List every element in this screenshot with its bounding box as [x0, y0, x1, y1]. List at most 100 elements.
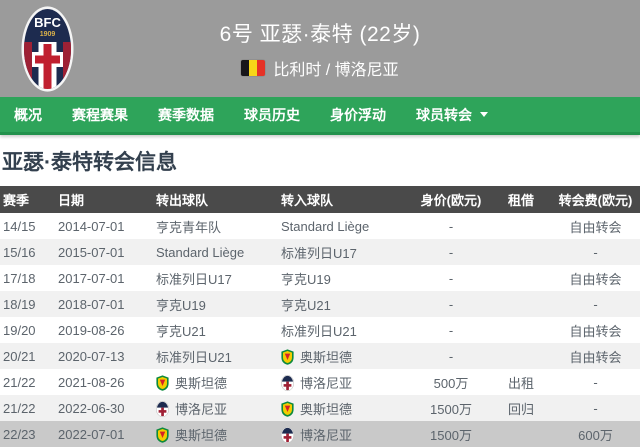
- loan-cell: [491, 343, 551, 369]
- season-cell: 14/15: [3, 218, 36, 234]
- player-title: 6号 亚瑟·泰特 (22岁): [219, 22, 421, 46]
- column-header-to-team: 转入球队: [261, 186, 411, 213]
- nav-item-label: 球员转会: [416, 106, 472, 123]
- market-value-cell: -: [448, 218, 454, 234]
- table-row: 17/18 2017-07-01 标准列日U17 亨克U19 - 自由转会: [0, 265, 640, 291]
- table-row: 21/22 2022-06-30 博洛尼亚 奥斯坦德 1500万 回归 -: [0, 395, 640, 421]
- fee-cell: -: [593, 400, 598, 416]
- season-cell: 20/21: [3, 348, 36, 364]
- bologna-crest-icon: [281, 375, 294, 391]
- nav-item-overview[interactable]: 概况: [14, 105, 42, 125]
- fee-cell: 自由转会: [569, 219, 622, 235]
- table-row: 18/19 2018-07-01 亨克U19 亨克U21 - -: [0, 291, 640, 317]
- main-nav: 概况 赛程赛果 赛季数据 球员历史 身价浮动 球员转会: [0, 97, 640, 135]
- team-name: 博洛尼亚: [300, 375, 353, 391]
- from-team-cell: 亨克青年队: [156, 219, 222, 235]
- to-team-cell: 标准列日U21: [281, 323, 357, 339]
- fee-cell: 600万: [578, 427, 613, 443]
- season-cell: 18/19: [3, 296, 36, 312]
- nav-item-player-history[interactable]: 球员历史: [244, 105, 300, 125]
- to-team-cell: 标准列日U17: [281, 245, 357, 261]
- season-cell: 21/22: [3, 374, 36, 390]
- nav-item-label: 赛程赛果: [72, 106, 128, 123]
- market-value-cell: -: [448, 322, 454, 338]
- svg-text:BFC: BFC: [34, 15, 61, 30]
- to-team-cell: 亨克U21: [281, 297, 331, 313]
- to-team-cell: 奥斯坦德: [261, 343, 411, 369]
- table-header: 赛季 日期 转出球队 转入球队 身价(欧元) 租借 转会费(欧元): [0, 186, 640, 213]
- player-header: BFC 1909 6号 亚瑟·泰特 (22岁) 比利时 / 博洛尼亚: [0, 0, 640, 97]
- date-cell: 2017-07-01: [58, 270, 125, 286]
- market-value-cell: -: [448, 296, 454, 312]
- nav-item-label: 概况: [14, 106, 42, 123]
- nav-item-season-stats[interactable]: 赛季数据: [158, 105, 214, 125]
- from-team-cell: 奥斯坦德: [143, 421, 261, 447]
- team-name: 博洛尼亚: [300, 427, 353, 443]
- market-value-cell: 1500万: [430, 427, 472, 443]
- from-team-cell: 博洛尼亚: [143, 395, 261, 421]
- to-team-cell: 博洛尼亚: [261, 369, 411, 395]
- date-cell: 2018-07-01: [58, 296, 125, 312]
- loan-cell: [491, 265, 551, 291]
- bologna-club-logo-icon: BFC 1909: [21, 6, 74, 92]
- date-cell: 2014-07-01: [58, 218, 125, 234]
- column-header-from-team: 转出球队: [143, 186, 261, 213]
- nav-item-label: 身价浮动: [330, 106, 386, 123]
- loan-cell: [491, 291, 551, 317]
- nav-item-label: 球员历史: [244, 106, 300, 123]
- from-team-cell: 亨克U21: [156, 323, 206, 339]
- column-header-fee: 转会费(欧元): [551, 186, 640, 213]
- loan-cell: 出租: [507, 375, 534, 391]
- to-team-cell: Standard Liège: [281, 218, 370, 234]
- team-name: 博洛尼亚: [175, 401, 228, 417]
- team-name: 奥斯坦德: [175, 427, 228, 443]
- season-cell: 21/22: [3, 400, 36, 416]
- table-row: 21/22 2021-08-26 奥斯坦德 博洛尼亚 500万 出租 -: [0, 369, 640, 395]
- fee-cell: 自由转会: [569, 271, 622, 287]
- loan-cell: 回归: [507, 401, 534, 417]
- market-value-cell: 500万: [433, 375, 469, 391]
- to-team-cell: 博洛尼亚: [261, 421, 411, 447]
- season-cell: 19/20: [3, 322, 36, 338]
- team-name: 奥斯坦德: [300, 349, 353, 365]
- column-header-loan: 租借: [491, 186, 551, 213]
- oostende-crest-icon: [281, 401, 294, 417]
- column-header-date: 日期: [48, 186, 143, 213]
- nationality-club-label: 比利时 / 博洛尼亚: [273, 61, 399, 79]
- svg-text:1909: 1909: [40, 31, 56, 38]
- from-team-cell: 标准列日U17: [156, 271, 232, 287]
- market-value-cell: 1500万: [430, 401, 472, 417]
- table-row: 20/21 2020-07-13 标准列日U21 奥斯坦德 - 自由转会: [0, 343, 640, 369]
- from-team-cell: 奥斯坦德: [143, 369, 261, 395]
- oostende-crest-icon: [281, 349, 294, 365]
- loan-cell: [491, 421, 551, 447]
- nav-item-market-value[interactable]: 身价浮动: [330, 105, 386, 125]
- nav-item-transfers[interactable]: 球员转会: [416, 105, 488, 125]
- date-cell: 2015-07-01: [58, 244, 125, 260]
- nav-item-fixtures-results[interactable]: 赛程赛果: [72, 105, 128, 125]
- fee-cell: 自由转会: [569, 349, 622, 365]
- column-header-market-value: 身价(欧元): [411, 186, 491, 213]
- from-team-cell: Standard Liège: [156, 244, 245, 260]
- team-name: 奥斯坦德: [175, 375, 228, 391]
- transfer-table: 赛季 日期 转出球队 转入球队 身价(欧元) 租借 转会费(欧元) 14/15 …: [0, 186, 640, 447]
- section-title: 亚瑟·泰特转会信息: [2, 151, 177, 174]
- to-team-cell: 亨克U19: [281, 271, 331, 287]
- season-cell: 15/16: [3, 244, 36, 260]
- fee-cell: -: [593, 374, 598, 390]
- market-value-cell: -: [448, 270, 454, 286]
- table-row: 15/16 2015-07-01 Standard Liège 标准列日U17 …: [0, 239, 640, 265]
- table-row: 19/20 2019-08-26 亨克U21 标准列日U21 - 自由转会: [0, 317, 640, 343]
- bologna-crest-icon: [156, 401, 169, 417]
- date-cell: 2019-08-26: [58, 322, 125, 338]
- oostende-crest-icon: [156, 427, 169, 443]
- market-value-cell: -: [448, 244, 454, 260]
- loan-cell: [491, 213, 551, 239]
- table-row-highlighted: 22/23 2022-07-01 奥斯坦德 博洛尼亚 1500万 600万: [0, 421, 640, 447]
- season-cell: 22/23: [3, 426, 36, 442]
- column-header-season: 赛季: [0, 186, 48, 213]
- table-row: 14/15 2014-07-01 亨克青年队 Standard Liège - …: [0, 213, 640, 239]
- chevron-down-icon: [480, 112, 488, 117]
- team-name: 奥斯坦德: [300, 401, 353, 417]
- from-team-cell: 亨克U19: [156, 297, 206, 313]
